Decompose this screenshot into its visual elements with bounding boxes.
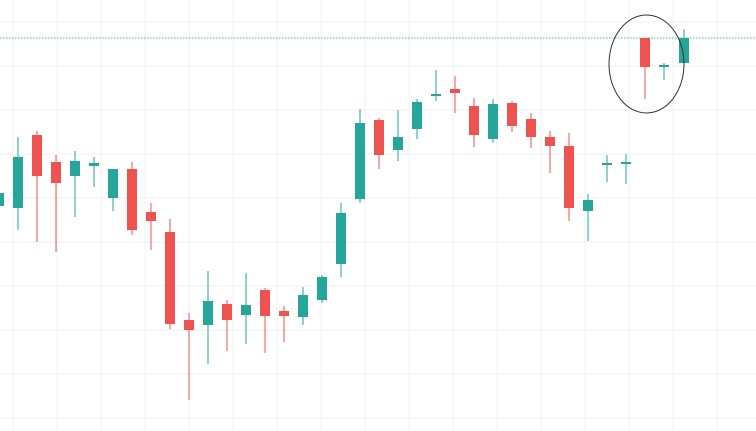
candle [127,162,137,235]
candle-body-up [583,200,593,211]
candle-body-up [13,157,23,208]
candle [70,151,80,217]
candle [640,38,650,99]
candle [507,101,517,132]
candle-body-up [679,38,689,63]
candle-body-down [526,119,536,137]
candle [279,306,289,342]
candle [146,203,156,250]
candle [469,98,479,147]
candle-body-up [108,169,118,198]
candle-body-up [336,213,346,264]
candle-body-up [659,65,669,67]
candle-body-down [374,120,384,155]
candle-body-up [431,94,441,96]
candle [241,273,251,344]
candle [602,155,612,182]
candle [184,313,194,400]
candle [564,133,574,221]
candle [222,300,232,351]
candle-body-up [355,123,365,199]
candle-body-down [184,320,194,330]
candle [393,110,403,161]
candle-body-down [127,169,137,230]
candle [317,275,327,303]
candle [298,287,308,325]
candle-body-up [70,161,80,176]
candle-body-up [241,305,251,315]
candle-body-up [621,162,631,164]
candle-body-up [602,163,612,165]
candle-body-up [488,104,498,139]
annotation-circle [608,14,685,114]
candle [51,155,61,252]
candle-body-down [260,290,270,316]
candle [621,154,631,184]
candle-body-up [393,137,403,150]
candle-body-down [564,146,574,208]
candle [374,118,384,169]
candle [545,131,555,173]
candle-body-down [545,137,555,146]
candle [0,193,4,206]
candle [355,109,365,203]
candle-body-down [279,311,289,316]
candle [165,219,175,329]
candle [89,157,99,187]
candle-body-down [640,38,650,67]
candle [659,63,669,80]
candle-series [0,29,689,400]
candle-body-down [165,232,175,324]
candle-body-down [469,106,479,135]
candle [412,99,422,139]
candle-body-down [146,212,156,221]
candle-body-up [317,277,327,300]
candle [260,288,270,353]
candle [526,113,536,148]
candle-body-up [89,163,99,166]
candle [203,271,213,364]
candle-body-down [450,89,460,93]
candle-body-up [203,301,213,325]
candle [583,194,593,241]
candle [32,131,42,242]
candle-body-up [298,295,308,317]
candle-body-down [32,135,42,176]
candle [13,137,23,230]
candle [108,169,118,211]
candle-body-down [51,162,61,183]
candle [336,203,346,277]
candle-body-down [222,304,232,320]
candle [488,99,498,143]
candle-body-down [507,103,517,126]
candle-body-up [0,193,4,206]
candle [431,70,441,101]
candle-body-up [412,102,422,129]
candle [450,76,460,113]
